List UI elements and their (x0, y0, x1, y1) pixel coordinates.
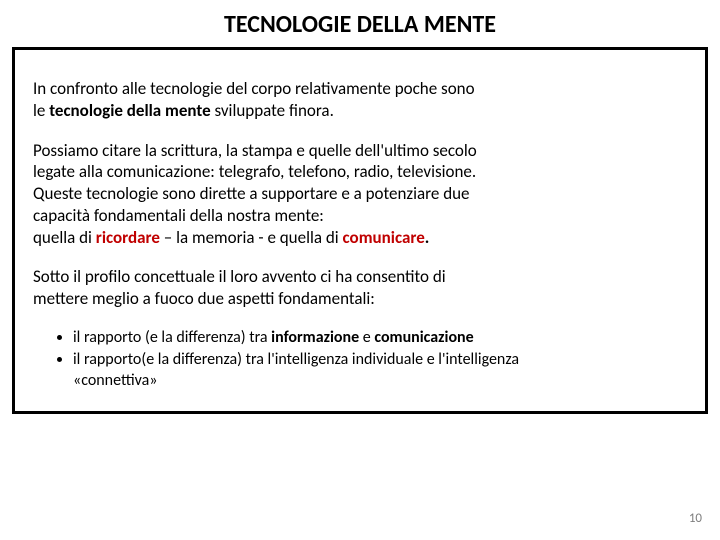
b1d: comunicazione (374, 328, 473, 347)
p2-l5a: quella di (33, 227, 96, 248)
paragraph-2: Possiamo citare la scrittura, la stampa … (33, 140, 687, 249)
p1-l2c: sviluppate finora. (214, 100, 333, 121)
bullet-1: il rapporto (e la differenza) tra inform… (73, 328, 687, 348)
p3-l1: Sotto il profilo concettuale il loro avv… (33, 266, 446, 287)
p2-l5e: . (425, 227, 430, 248)
b2a: il rapporto(e la differenza) tra l'intel… (73, 350, 519, 369)
p1-l2b: tecnologie della mente (49, 100, 214, 121)
bullet-2: il rapporto(e la differenza) tra l'intel… (73, 350, 687, 391)
slide-title: TECNOLOGIE DELLA MENTE (0, 0, 720, 47)
p2-l5c: – la memoria - e quella di (160, 227, 343, 248)
b2b: «connettiva» (73, 371, 158, 390)
content-box: In confronto alle tecnologie del corpo r… (12, 47, 708, 414)
b1c: e (363, 328, 375, 347)
bullet-list: il rapporto (e la differenza) tra inform… (33, 328, 687, 391)
paragraph-1: In confronto alle tecnologie del corpo r… (33, 78, 687, 122)
p2-l2: legate alla comunicazione: telegrafo, te… (33, 161, 476, 182)
page-number: 10 (689, 511, 702, 526)
p1-l2a: le (33, 100, 49, 121)
b1b: informazione (271, 328, 363, 347)
p2-l5b: ricordare (96, 227, 160, 248)
p1-l1: In confronto alle tecnologie del corpo r… (33, 78, 475, 99)
p3-l2: mettere meglio a fuoco due aspetti fonda… (33, 288, 375, 309)
p2-l3: Queste tecnologie sono dirette a support… (33, 183, 470, 204)
p2-l1: Possiamo citare la scrittura, la stampa … (33, 140, 477, 161)
paragraph-3: Sotto il profilo concettuale il loro avv… (33, 266, 687, 310)
b1a: il rapporto (e la differenza) tra (73, 328, 271, 347)
p2-l4: capacità fondamentali della nostra mente… (33, 205, 324, 226)
p2-l5d: comunicare (343, 227, 425, 248)
